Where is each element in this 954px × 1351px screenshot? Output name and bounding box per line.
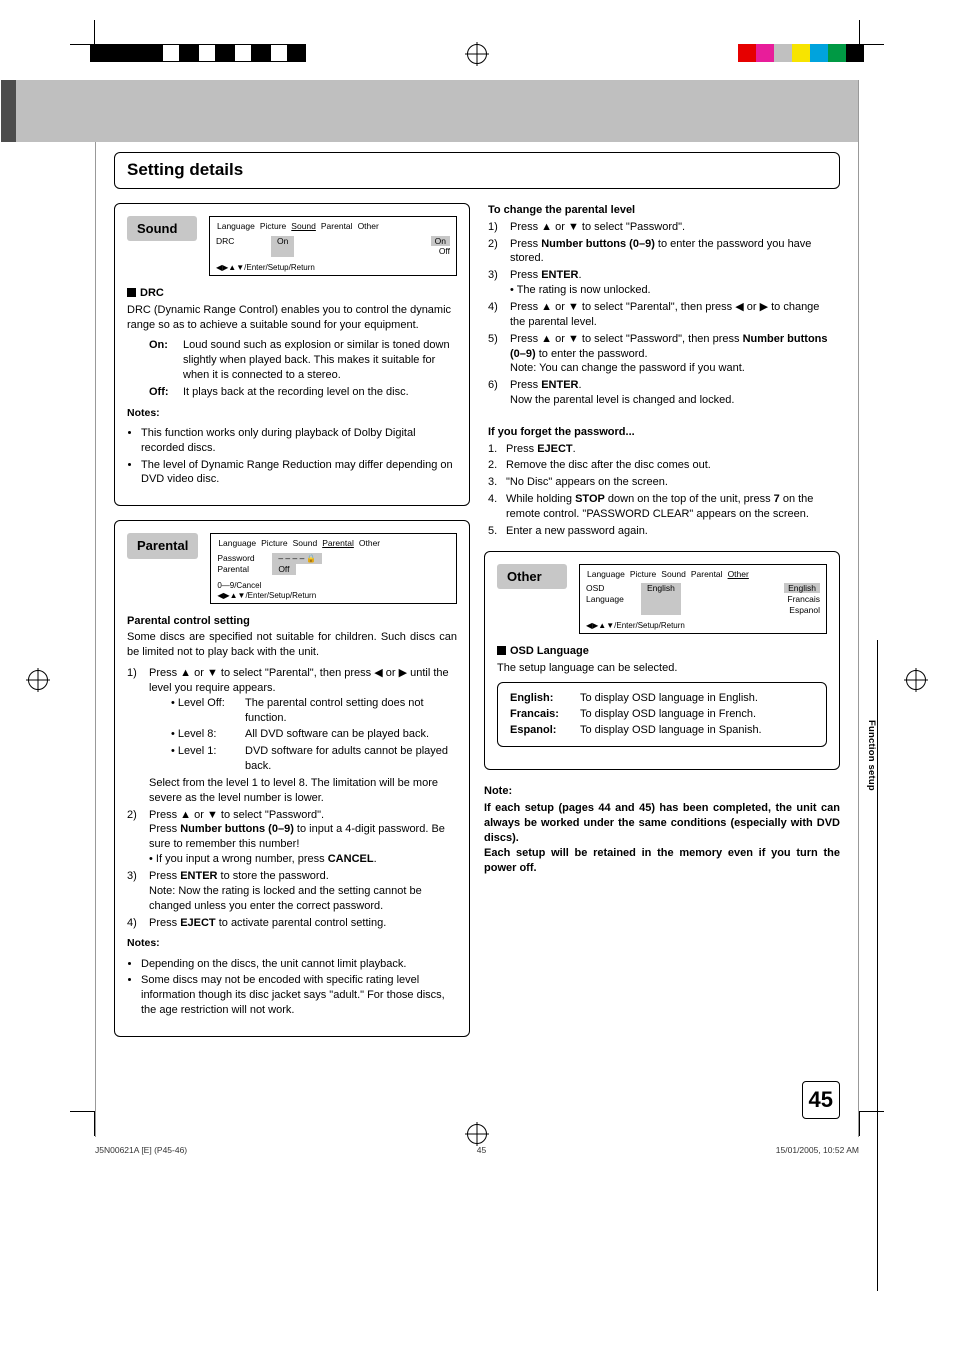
footer: J5N00621A [E] (P45-46) 45 15/01/2005, 10… [95, 1145, 859, 1156]
notes-heading: Notes: [127, 936, 457, 950]
parental-panel: Parental Language Picture Sound Parental… [114, 520, 470, 1037]
lang-list: English:To display OSD language in Engli… [497, 682, 827, 748]
color-bars-right [738, 44, 864, 62]
drc-heading: DRC [127, 286, 457, 301]
page-number: 45 [802, 1081, 840, 1119]
parental-steps: 1) Press ▲ or ▼ to select "Parental", th… [127, 666, 457, 930]
registration-mark-right [906, 670, 926, 690]
drc-options: On:Loud sound such as explosion or simil… [149, 338, 457, 399]
change-level-section: To change the parental level 1)Press ▲ o… [484, 203, 840, 551]
parental-badge: Parental [127, 533, 198, 559]
change-level-head: To change the parental level [488, 203, 836, 218]
color-bars-left [90, 44, 306, 62]
other-badge: Other [497, 564, 567, 590]
crop-mark [859, 20, 884, 45]
change-level-steps: 1)Press ▲ or ▼ to select "Password". 2)P… [488, 220, 836, 408]
note-head: Note: [484, 784, 840, 799]
registration-mark-left [28, 670, 48, 690]
other-panel: Other Language Picture Sound Parental Ot… [484, 551, 840, 771]
drc-description: DRC (Dynamic Range Control) enables you … [127, 303, 457, 333]
crop-mark [70, 20, 95, 45]
forgot-steps: 1.Press EJECT. 2.Remove the disc after t… [488, 442, 836, 539]
parental-setting-head: Parental control setting [127, 614, 457, 629]
sound-osd: Language Picture Sound Parental OtherDRC… [209, 216, 457, 276]
footer-right: 15/01/2005, 10:52 AM [776, 1145, 859, 1156]
page: Setting details Sound Language Picture S… [95, 80, 859, 1137]
print-marks-top [0, 0, 954, 80]
crop-mark [70, 1111, 95, 1136]
osd-lang-head: OSD Language [497, 644, 827, 659]
notes-heading: Notes: [127, 406, 457, 420]
parental-setting-desc: Some discs are specified not suitable fo… [127, 630, 457, 660]
parental-notes: Depending on the discs, the unit cannot … [141, 957, 457, 1018]
registration-mark-bottom [467, 1124, 487, 1144]
osd-lang-desc: The setup language can be selected. [497, 661, 827, 676]
title-box: Setting details [114, 152, 840, 189]
side-tab: Function setup [864, 720, 877, 791]
footer-center: 45 [477, 1145, 486, 1156]
registration-mark-top [467, 44, 487, 64]
sound-badge: Sound [127, 216, 197, 242]
other-osd: Language Picture Sound Parental OtherOSD… [579, 564, 827, 635]
footer-left: J5N00621A [E] (P45-46) [95, 1145, 187, 1156]
sound-panel: Sound Language Picture Sound Parental Ot… [114, 203, 470, 506]
final-note: If each setup (pages 44 and 45) has been… [484, 801, 840, 875]
page-number-wrap: 45 [114, 1081, 840, 1119]
header-stripe [1, 80, 858, 142]
forgot-head: If you forget the password... [488, 425, 836, 440]
crop-mark [859, 1111, 884, 1136]
page-title: Setting details [127, 159, 827, 182]
parental-osd: Language Picture Sound Parental OtherPas… [210, 533, 457, 603]
sound-notes: This function works only during playback… [141, 426, 457, 487]
